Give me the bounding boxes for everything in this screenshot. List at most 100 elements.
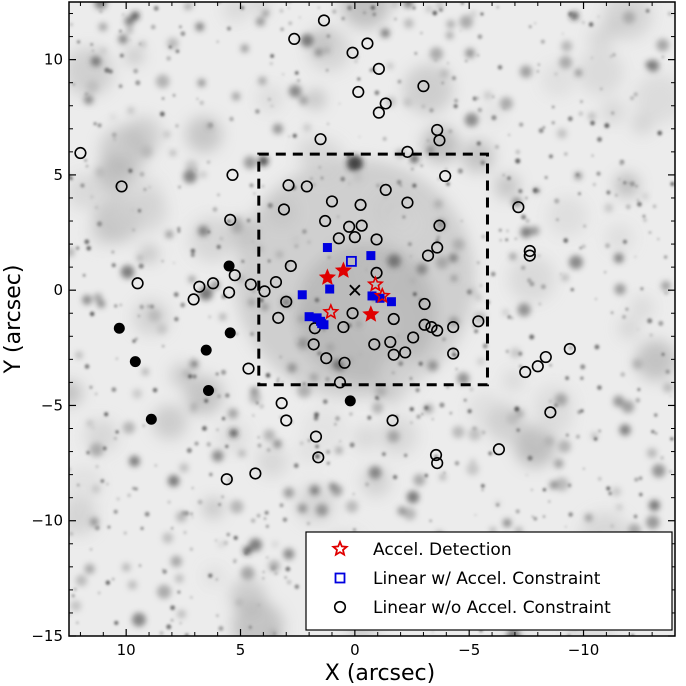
legend-label-linear-without-constraint: Linear w/o Accel. Constraint [373,598,611,618]
accel-detection-point [366,275,385,292]
linear-without-constraint-point [387,348,400,361]
linear-without-constraint-point [206,277,220,290]
linear-without-constraint-point [531,360,544,373]
linear-without-constraint-point [563,342,576,356]
linear-without-constraint-point [220,473,233,486]
legend-circle-icon [333,600,347,614]
legend: Accel. Detection Linear w/ Accel. Constr… [305,531,673,631]
linear-without-constraint-point [284,259,297,273]
plot-frame [68,1,676,637]
y-tick-label: 10 [44,51,63,69]
linear-without-constraint-point [272,311,285,324]
linear-without-constraint-point [226,168,239,182]
linear-without-constraint-point [115,180,128,193]
linear-without-constraint-point [258,285,271,298]
linear-without-constraint-point [307,338,320,351]
linear-with-constraint-open-point [346,255,357,267]
linear-with-constraint-point [366,251,376,261]
linear-without-constraint-point [352,85,365,99]
linear-without-constraint-point [222,286,236,299]
linear-without-constraint-point [320,352,333,365]
linear-without-constraint-point [407,331,420,344]
x-tick-label: 5 [236,641,246,659]
accel-detection-point [334,261,353,278]
center-x-marker [349,284,361,296]
linear-without-constraint-point [418,297,431,311]
linear-without-constraint-point [401,145,414,158]
linear-with-constraint-point [375,293,385,303]
linear-without-constraint-point [387,312,400,326]
linear-without-constraint-point [269,276,283,289]
y-axis-label: Y (arcsec) [1,265,26,375]
y-tick-labels: 10 5 0 −5 −10 −15 [31,51,63,645]
linear-without-constraint-point [539,350,552,364]
linear-without-constraint-point [431,241,444,254]
y-tick-label: −15 [31,627,63,645]
linear-without-constraint-point [368,338,381,351]
accel-detection-point [362,305,380,322]
linear-without-constraint-point [379,97,392,110]
linear-without-constraint-point [187,293,200,306]
linear-without-constraint-point [379,183,392,196]
axis-ticks [69,2,676,637]
legend-star-icon [331,539,349,557]
linear-without-constraint-point [228,269,241,282]
x-tick-label: −10 [568,641,600,659]
x-tick-label: −5 [458,641,480,659]
linear-without-constraint-point [242,362,255,375]
accel-detection-point [318,268,337,285]
linear-without-constraint-point [439,169,452,183]
accel-detection-point [373,286,391,304]
linear-without-constraint-point [193,280,206,293]
linear-without-constraint-point [370,233,383,246]
linear-with-constraint-point [317,319,327,329]
filled-black-circle-point [344,395,356,407]
linear-without-constraint-point [512,201,525,214]
linear-without-constraint-point [346,46,359,59]
y-tick-label: −5 [41,396,63,414]
linear-without-constraint-point [355,219,368,232]
linear-without-constraint-point [372,62,385,75]
linear-with-constraint-point [325,284,335,294]
linear-without-constraint-point [288,32,301,45]
linear-without-constraint-point [544,406,557,419]
linear-without-constraint-point [472,315,485,328]
linear-without-constraint-point [333,376,347,389]
linear-without-constraint-point [401,196,414,209]
linear-without-constraint-point [431,324,444,337]
linear-without-constraint-point [249,467,262,480]
legend-box [305,531,673,631]
linear-without-constraint-point [338,356,351,369]
linear-without-constraint-point [386,414,399,427]
x-tick-labels: 10 5 0 −5 −10 [117,641,600,659]
accel-detection-point [322,302,340,320]
linear-with-constraint-point [297,290,307,300]
legend-square-icon [334,572,346,584]
linear-with-constraint-point [367,291,377,301]
linear-without-constraint-point [447,347,460,360]
filled-black-circle-point [223,260,235,272]
linear-without-constraint-point [277,203,291,216]
linear-without-constraint-point [275,397,288,410]
linear-without-constraint-point [399,346,412,359]
linear-without-constraint-point [384,335,397,349]
linear-without-constraint-point [418,318,431,331]
linear-without-constraint-point [224,213,237,226]
linear-without-constraint-point [309,430,323,443]
linear-without-constraint-point [300,180,313,193]
filled-black-circle-point [202,384,214,396]
linear-without-constraint-point [433,134,446,147]
y-tick-label: −10 [31,512,63,530]
filled-black-circle-point [200,344,212,356]
linear-without-constraint-point [319,214,332,228]
filled-black-circle-point [224,327,236,339]
dashed-region-box [257,152,489,387]
legend-label-accel-detection: Accel. Detection [373,540,512,560]
linear-without-constraint-point [244,278,257,291]
linear-without-constraint-point [372,106,385,119]
linear-without-constraint-point [325,195,339,208]
linear-without-constraint-point [337,320,350,334]
linear-without-constraint-point [354,198,367,211]
data-markers [74,14,576,486]
